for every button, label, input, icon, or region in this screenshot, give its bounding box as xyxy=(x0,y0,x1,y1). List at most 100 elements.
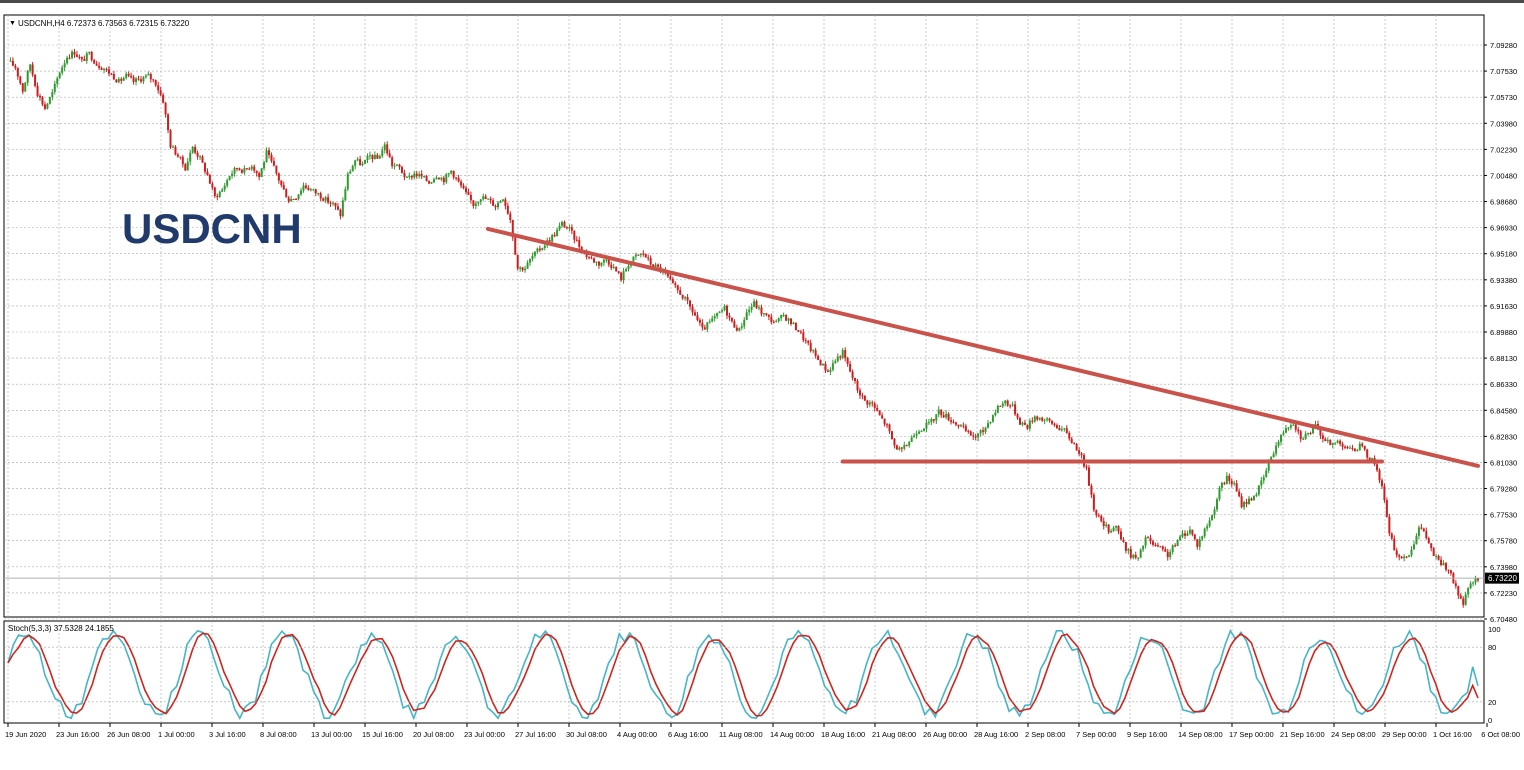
candle-body xyxy=(304,185,307,188)
candle-body xyxy=(506,205,509,214)
candle-body xyxy=(238,168,241,170)
candle-body xyxy=(413,173,416,178)
candle-body xyxy=(846,358,849,365)
candle-body xyxy=(314,189,317,194)
candle-body xyxy=(1454,583,1457,587)
candle-body xyxy=(1068,432,1071,439)
candle-body xyxy=(1292,424,1295,426)
candle-body xyxy=(617,271,620,273)
candle-body xyxy=(199,156,202,158)
candle-body xyxy=(46,103,49,109)
candle-body xyxy=(408,175,411,177)
candle-body xyxy=(1117,525,1120,532)
candle-body xyxy=(839,356,842,358)
candle-body xyxy=(63,63,66,68)
time-tick-label: 2 Sep 08:00 xyxy=(1025,730,1065,739)
candle-body xyxy=(792,322,795,325)
candle-body xyxy=(967,430,970,432)
candle-body xyxy=(693,312,696,316)
candle-body xyxy=(154,80,157,86)
time-tick-label: 28 Aug 16:00 xyxy=(974,730,1018,739)
candle-body xyxy=(913,435,916,438)
candle-body xyxy=(400,166,403,173)
candle-body xyxy=(83,59,86,61)
candle-body xyxy=(642,253,645,255)
candle-body xyxy=(1196,539,1199,547)
candle-body xyxy=(1095,509,1098,516)
candle-body xyxy=(844,350,847,359)
candle-body xyxy=(787,318,790,321)
candle-body xyxy=(420,173,423,177)
candle-body xyxy=(1211,514,1214,521)
candle-body xyxy=(482,196,485,200)
candle-body xyxy=(1137,557,1140,559)
candle-body xyxy=(1280,434,1283,442)
candle-body xyxy=(1427,538,1430,544)
candle-body xyxy=(937,409,940,415)
triangle-down-icon[interactable]: ▼ xyxy=(9,20,16,27)
candle-body xyxy=(381,150,384,157)
candle-body xyxy=(1127,549,1130,551)
candle-body xyxy=(1469,583,1472,589)
candle-body xyxy=(280,180,283,186)
candle-body xyxy=(125,73,128,78)
time-tick-label: 14 Sep 08:00 xyxy=(1178,730,1223,739)
candle-body xyxy=(319,193,322,199)
chart-window[interactable]: 7.09280 7.07530 7.05730 7.03980 7.02230 7.004… xyxy=(0,3,1524,765)
candle-body xyxy=(1356,450,1359,452)
candle-body xyxy=(760,307,763,315)
candle-body xyxy=(999,405,1002,407)
candle-body xyxy=(950,420,953,423)
candle-body xyxy=(620,272,623,281)
candle-body xyxy=(861,395,864,397)
price-tick-label: 7.00480 xyxy=(1490,171,1517,180)
candle-body xyxy=(24,82,27,92)
candle-body xyxy=(878,410,881,416)
candle-body xyxy=(689,300,692,307)
candle-body xyxy=(686,297,689,301)
time-axis[interactable]: 19 Jun 2020 23 Jun 16:00 26 Jun 08:00 1 Jul… xyxy=(5,723,1520,739)
candle-body xyxy=(755,301,758,309)
time-tick-label: 7 Sep 00:00 xyxy=(1076,730,1116,739)
candle-body xyxy=(297,194,300,200)
candle-body xyxy=(698,320,701,323)
candle-body xyxy=(43,104,46,109)
candle-body xyxy=(728,315,731,318)
candle-body xyxy=(529,259,532,263)
candle-body xyxy=(809,343,812,352)
candle-body xyxy=(201,156,204,163)
chart-canvas[interactable]: 7.09280 7.07530 7.05730 7.03980 7.02230 7.004… xyxy=(0,3,1524,765)
candle-body xyxy=(1149,537,1152,542)
candle-body xyxy=(910,437,913,442)
candle-body xyxy=(359,159,362,166)
candle-body xyxy=(58,72,61,79)
candle-body xyxy=(1063,428,1066,430)
candle-body xyxy=(265,150,268,163)
candle-body xyxy=(750,306,753,310)
candle-body xyxy=(770,316,773,322)
candle-body xyxy=(794,322,797,331)
candle-body xyxy=(625,269,628,272)
candle-body xyxy=(1186,533,1189,536)
candle-body xyxy=(1060,429,1063,431)
time-tick-label: 4 Aug 00:00 xyxy=(617,730,657,739)
candle-body xyxy=(221,189,224,192)
candle-body xyxy=(346,173,349,190)
candle-body xyxy=(1090,485,1093,495)
stochastic-panel[interactable]: 100 80 20 0 Stoch(5,3,3) 37.5328 24.1855 xyxy=(3,620,1501,725)
candle-body xyxy=(886,424,889,426)
candle-body xyxy=(398,164,401,167)
price-axis[interactable]: 7.09280 7.07530 7.05730 7.03980 7.02230 7.004… xyxy=(1484,41,1517,624)
candle-body xyxy=(1398,555,1401,557)
trendline-layer[interactable] xyxy=(486,226,1480,468)
candle-body xyxy=(1134,554,1137,558)
price-panel[interactable]: 7.09280 7.07530 7.05730 7.03980 7.02230 7.004… xyxy=(3,14,1519,624)
candle-body xyxy=(275,165,278,174)
candle-body xyxy=(349,171,352,174)
trendline[interactable] xyxy=(486,226,1480,468)
candle-body xyxy=(1346,446,1349,449)
candle-body xyxy=(984,427,987,432)
candle-body xyxy=(339,209,342,217)
candle-body xyxy=(947,413,950,421)
time-tick-label: 20 Jul 08:00 xyxy=(413,730,454,739)
